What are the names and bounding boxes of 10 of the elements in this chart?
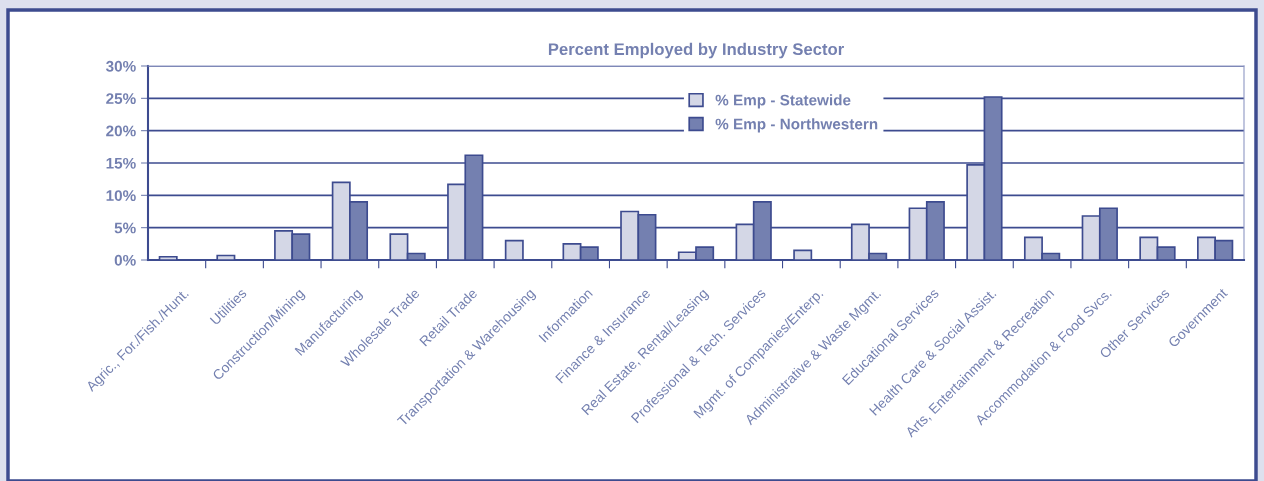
legend-label: % Emp - Statewide — [715, 94, 851, 109]
y-tick-label: 30% — [105, 60, 136, 72]
y-tick-label: 25% — [106, 93, 136, 105]
legend-label: % Emp - Northwestern — [715, 118, 878, 133]
chart-title: Percent Employed by Industry Sector — [548, 42, 844, 59]
y-tick-label: 20% — [106, 125, 136, 137]
y-tick-label: 10% — [106, 190, 136, 202]
y-tick-label: 5% — [114, 222, 136, 234]
y-tick-label: 0% — [114, 254, 136, 266]
y-tick-label: 15% — [106, 157, 136, 169]
